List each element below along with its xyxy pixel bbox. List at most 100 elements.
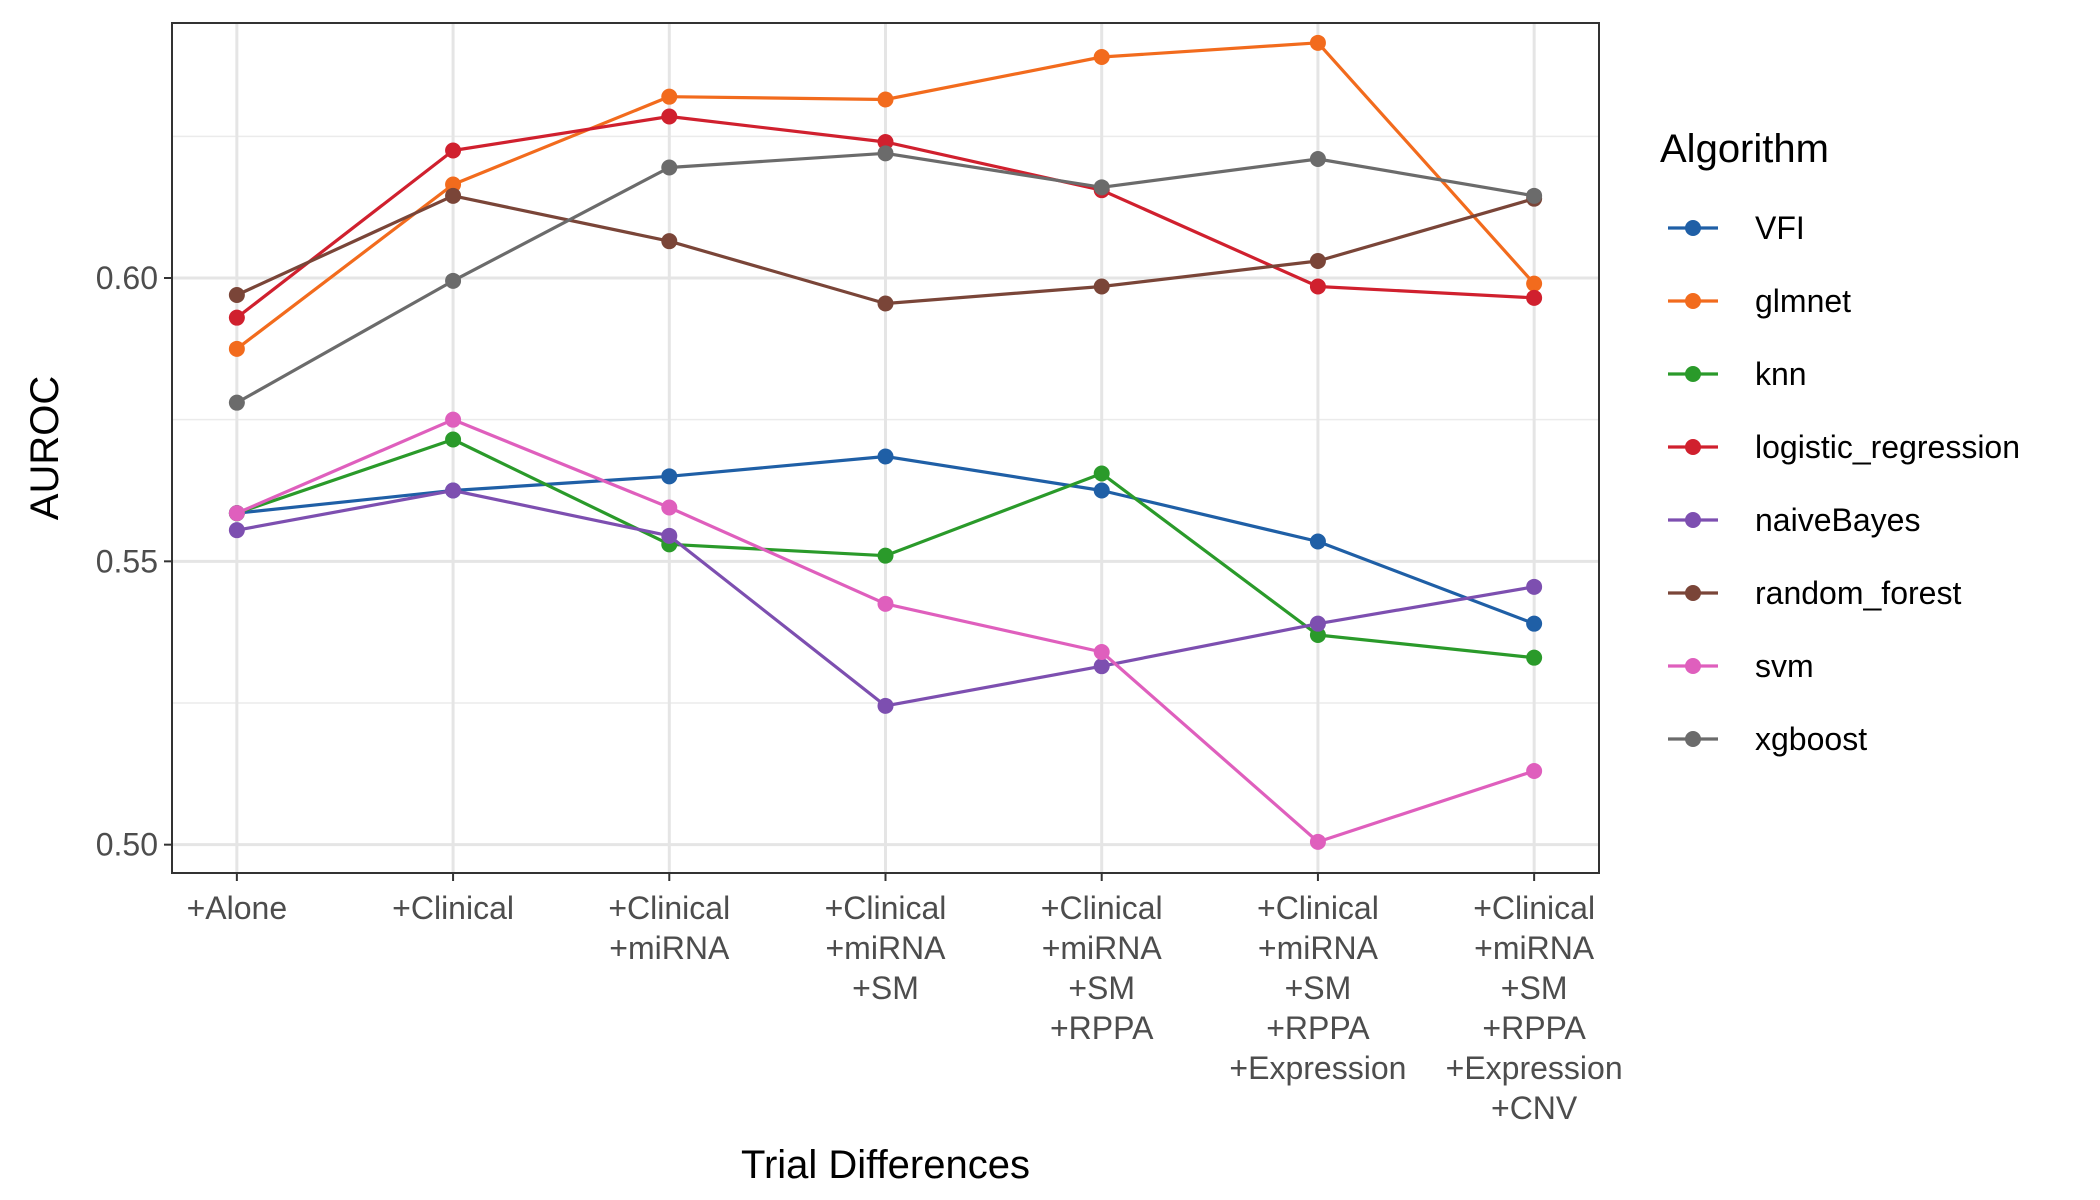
data-point — [661, 468, 678, 485]
data-point — [228, 522, 245, 539]
data-point — [1093, 644, 1110, 660]
data-point — [445, 142, 462, 159]
axes: 0.50 0.55 0.60 +Alone +Clinical +Clinical +miR… — [96, 260, 1623, 1126]
x-tick-label-line: +Expression — [1446, 1050, 1623, 1086]
data-point — [1093, 658, 1110, 675]
data-point — [1309, 151, 1326, 167]
data-point — [661, 499, 678, 516]
legend-label: logistic_regression — [1755, 429, 2020, 465]
legend-label: knn — [1755, 356, 1807, 392]
x-tick-label: +Clinical +miRNA +SM — [825, 890, 947, 1006]
legend-label: VFI — [1755, 210, 1805, 246]
legend-label: svm — [1755, 648, 1814, 684]
y-axis-title: AUROC — [23, 376, 67, 520]
data-point — [661, 159, 678, 176]
data-point — [661, 88, 678, 105]
series-knn — [228, 431, 1543, 666]
data-point — [1309, 253, 1326, 269]
x-tick-label: +Clinical +miRNA +SM +RPPA +Expression +CNV — [1446, 890, 1623, 1126]
legend-key-point — [1685, 366, 1701, 382]
x-tick-label: +Clinical +miRNA +SM +RPPA +Expression — [1229, 890, 1406, 1086]
legend-label: naiveBayes — [1755, 502, 1920, 538]
x-tick-label-line: +SM — [1285, 970, 1352, 1006]
data-point — [228, 309, 245, 326]
legend-label: random_forest — [1755, 575, 1961, 611]
x-tick-label: +Alone — [187, 890, 288, 926]
series-xgboost — [228, 145, 1543, 411]
data-point — [661, 527, 678, 544]
series-svm — [228, 411, 1543, 850]
x-tick-label-line: +Clinical — [392, 890, 514, 926]
x-tick-label-line: +SM — [1501, 970, 1568, 1006]
data-point — [1093, 465, 1110, 482]
legend-key-point — [1685, 731, 1701, 747]
data-point — [877, 547, 894, 564]
series-glmnet — [228, 34, 1543, 357]
data-point — [877, 697, 894, 714]
x-axis-title: Trial Differences — [741, 1143, 1030, 1187]
legend-key-point — [1685, 658, 1701, 674]
x-tick-label-line: +Clinical — [825, 890, 947, 926]
data-point — [445, 482, 462, 499]
data-point — [877, 134, 894, 150]
data-point — [445, 411, 462, 428]
x-tick-label-line: +Clinical — [1473, 890, 1595, 926]
x-tick-label-line: +Clinical — [608, 890, 730, 926]
x-tick-label-line: +Clinical — [1041, 890, 1163, 926]
series-naiveBayes — [228, 482, 1543, 714]
data-point — [445, 431, 462, 448]
data-point — [1309, 615, 1326, 632]
legend-title: Algorithm — [1660, 127, 1829, 171]
data-point — [1526, 615, 1543, 632]
y-tick-label: 0.60 — [96, 260, 158, 296]
x-tick-label-line: +RPPA — [1050, 1010, 1154, 1046]
x-tick-label-line: +SM — [1068, 970, 1135, 1006]
data-point — [877, 448, 894, 465]
y-tick-label: 0.50 — [96, 827, 158, 863]
x-tick-label-line: +miRNA — [609, 930, 730, 966]
data-point — [1526, 763, 1543, 779]
data-point — [1526, 578, 1543, 595]
x-tick-label-line: +Alone — [187, 890, 288, 926]
data-point — [1309, 34, 1326, 51]
data-point — [1526, 649, 1543, 666]
data-point — [1309, 833, 1326, 850]
data-point — [1093, 482, 1110, 499]
data-point — [1309, 278, 1326, 295]
x-tick-label-line: +miRNA — [825, 930, 946, 966]
data-point — [1526, 187, 1543, 204]
legend-key-point — [1685, 512, 1701, 528]
x-tick-label-line: +RPPA — [1482, 1010, 1586, 1046]
legend-key-point — [1685, 439, 1701, 455]
x-tick-label: +Clinical +miRNA — [608, 890, 730, 966]
x-tick-label-line: +miRNA — [1042, 930, 1163, 966]
data-point — [877, 91, 894, 108]
x-tick-label-line: +SM — [852, 970, 919, 1006]
x-tick-label: +Clinical +miRNA +SM +RPPA — [1041, 890, 1163, 1046]
legend-key-point — [1685, 585, 1701, 601]
data-point — [661, 108, 678, 125]
x-tick-label-line: +RPPA — [1266, 1010, 1370, 1046]
data-point — [228, 394, 245, 411]
legend-label: glmnet — [1755, 283, 1851, 319]
data-point — [445, 187, 462, 204]
legend-label: xgboost — [1755, 721, 1867, 757]
legend: Algorithm VFI glmnet knn logistic_regressio… — [1660, 127, 2020, 757]
data-point — [228, 287, 245, 303]
data-point — [661, 233, 678, 250]
data-point — [228, 505, 245, 522]
data-point — [1093, 49, 1110, 65]
legend-key-point — [1685, 220, 1701, 236]
data-point — [1093, 278, 1110, 295]
data-point — [1093, 179, 1110, 196]
series-logistic_regression — [228, 108, 1543, 326]
data-point — [1309, 627, 1326, 643]
y-tick-label: 0.55 — [96, 543, 158, 579]
x-tick-label: +Clinical — [392, 890, 514, 926]
data-point — [228, 340, 245, 357]
data-point — [1526, 289, 1543, 306]
x-tick-label-line: +Expression — [1229, 1050, 1406, 1086]
x-tick-label-line: +CNV — [1491, 1090, 1578, 1126]
data-point — [1526, 275, 1543, 292]
